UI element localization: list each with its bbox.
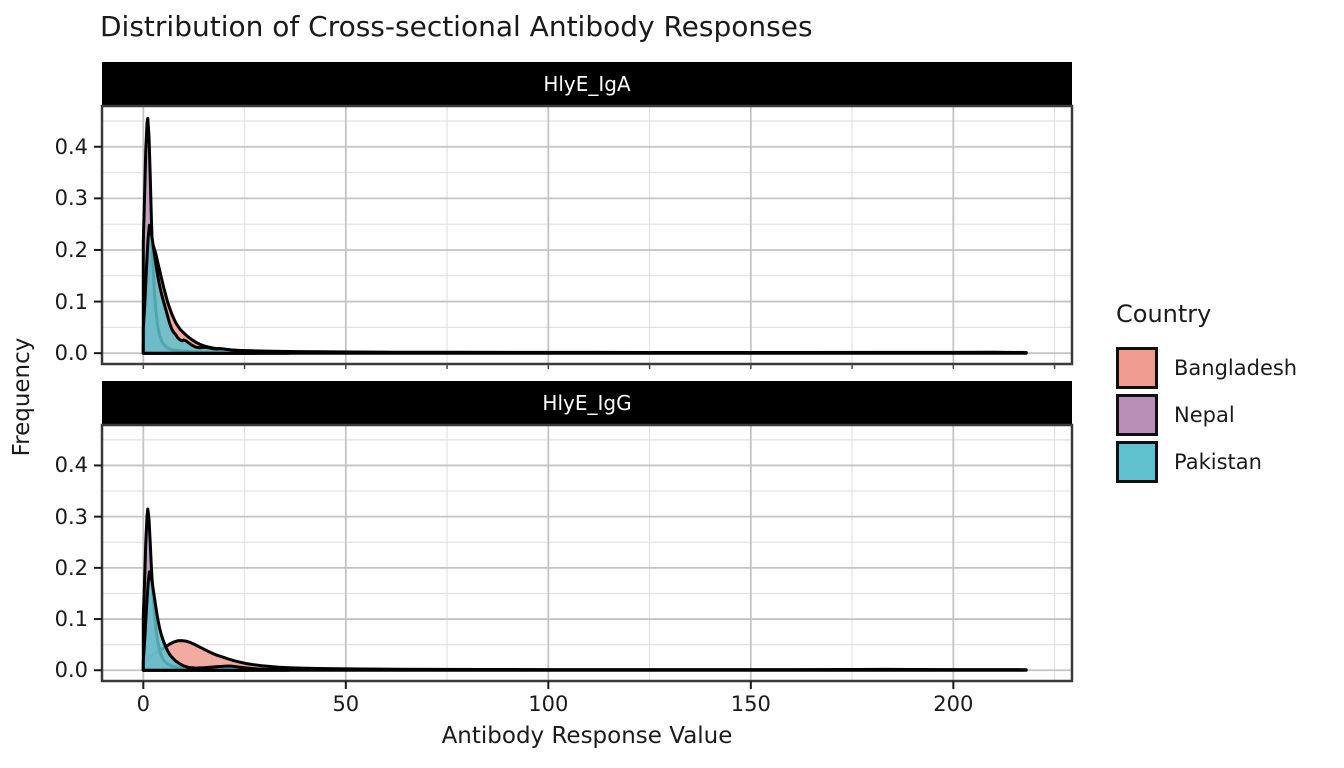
legend-entry-pakistan: Pakistan — [1116, 438, 1336, 485]
facet-strip-hlye-igg: HlyE_IgG — [102, 381, 1072, 425]
legend: Country Bangladesh Nepal Pakistan — [1116, 300, 1336, 485]
legend-label: Nepal — [1174, 402, 1235, 427]
legend-swatch-bangladesh — [1116, 346, 1158, 389]
density-area-pakistan — [141, 223, 291, 355]
legend-entry-nepal: Nepal — [1116, 391, 1336, 438]
density-area-pakistan — [141, 570, 291, 672]
facet-strip-label: HlyE_IgA — [543, 72, 631, 96]
x-axis-title: Antibody Response Value — [441, 723, 733, 749]
facet-strip-hlye-iga: HlyE_IgA — [102, 62, 1072, 106]
facet-strip-label: HlyE_IgG — [542, 391, 632, 415]
legend-swatch-pakistan — [1116, 440, 1158, 483]
legend-title: Country — [1116, 300, 1212, 328]
legend-entry-bangladesh: Bangladesh — [1116, 344, 1336, 391]
y-axis-title: Frequency — [9, 337, 35, 457]
legend-swatch-nepal — [1116, 393, 1158, 436]
legend-label: Bangladesh — [1174, 355, 1298, 380]
legend-label: Pakistan — [1174, 449, 1262, 474]
facet-panel — [94, 423, 1074, 689]
facet-panel — [94, 104, 1074, 369]
chart-title: Distribution of Cross-sectional Antibody… — [100, 10, 813, 43]
